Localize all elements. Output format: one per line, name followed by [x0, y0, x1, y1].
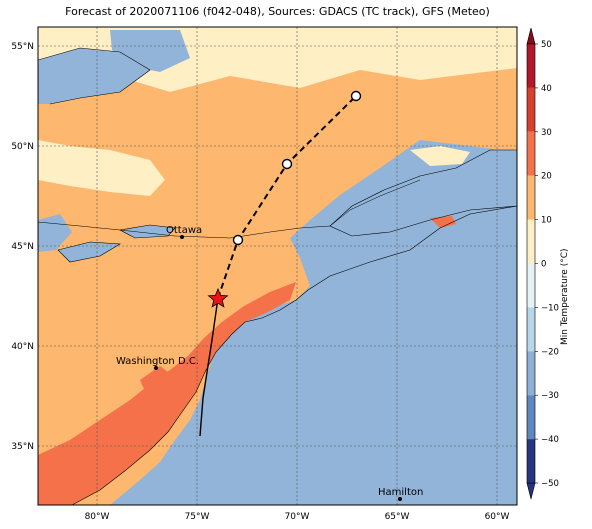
map-title: Forecast of 2020071106 (f042-048), Sourc…	[65, 5, 490, 18]
lon-label-65: 65°W	[385, 512, 410, 522]
hamilton-label: Hamilton	[378, 487, 423, 498]
borders	[38, 179, 421, 239]
lon-label-70: 70°W	[285, 512, 310, 522]
track-point-2	[281, 158, 293, 170]
warm-east-pocket	[430, 216, 456, 228]
coastlines	[38, 47, 517, 505]
colorbar-bottom-arrow	[526, 482, 536, 500]
hamilton-marker	[398, 497, 402, 501]
observed-track-line	[199, 297, 219, 437]
lat-label-45: 45°N	[11, 242, 34, 252]
colorbar-segment	[527, 263, 535, 308]
colorbar-segment	[527, 307, 535, 352]
map-frame	[37, 26, 518, 506]
lake-huron	[38, 214, 72, 252]
colorbar-tick-label: −30	[541, 391, 559, 401]
lat-axis-labels: 55°N 50°N 45°N 40°N 35°N	[11, 42, 34, 452]
colorbar-tick-label: 10	[541, 216, 552, 226]
cool-region-northeast	[410, 146, 470, 166]
colorbar-tick-label: 40	[541, 84, 552, 94]
colorbar-segment	[527, 131, 535, 176]
colorbar-segment	[527, 439, 535, 483]
colorbar-segment	[527, 395, 535, 440]
colorbar-tick-label: −50	[541, 479, 559, 489]
colorbar-tick-label: −10	[541, 303, 559, 313]
colorbar-segment	[527, 219, 535, 264]
colorbar-segment	[527, 351, 535, 396]
lat-label-50: 50°N	[11, 142, 34, 152]
colorbar: 50 40 30 20 10 0 −10 −20 −30 −40 −50	[526, 27, 559, 500]
james-bay-water	[110, 30, 190, 72]
lon-label-75: 75°W	[185, 512, 210, 522]
lon-axis-labels: 80°W 75°W 70°W 65°W 60°W	[85, 512, 510, 522]
washington-marker	[154, 366, 158, 370]
tc-track	[199, 90, 362, 437]
map-area	[37, 26, 518, 506]
track-point-3	[350, 90, 362, 102]
colorbar-tick-label: 20	[541, 172, 552, 182]
colorbar-segment	[527, 175, 535, 220]
lat-label-55: 55°N	[11, 42, 34, 52]
atlantic-coast-water	[296, 206, 517, 350]
colorbar-tick-label: 0	[541, 260, 546, 270]
track-point-1	[232, 234, 244, 246]
colorbar-tick-label: −40	[541, 435, 559, 445]
gulf-st-lawrence	[330, 150, 517, 236]
lon-label-60: 60°W	[485, 512, 510, 522]
colorbar-tick-label: −20	[541, 347, 559, 357]
lat-label-35: 35°N	[11, 442, 34, 452]
colorbar-tick-label: 50	[541, 40, 552, 50]
cool-region-west	[38, 140, 165, 196]
lon-label-80: 80°W	[85, 512, 110, 522]
ottawa-marker	[180, 235, 184, 239]
washington-label: Washington D.C.	[116, 356, 199, 367]
hudson-bay-water	[38, 48, 150, 104]
colorbar-segment	[527, 87, 535, 132]
lake-erie	[58, 242, 120, 262]
cities: Ottawa Washington D.C. Hamilton	[116, 225, 423, 501]
ottawa-label: Ottawa	[166, 225, 202, 236]
colorbar-tick-label: 30	[541, 128, 552, 138]
colorbar-title: Min Temperature (°C)	[560, 248, 570, 345]
lat-label-40: 40°N	[11, 342, 34, 352]
colorbar-top-arrow	[526, 27, 536, 45]
current-position-star-icon	[207, 287, 229, 308]
colorbar-segment	[527, 44, 535, 88]
warm-inland-region	[140, 366, 176, 398]
forecast-track-line	[217, 95, 357, 299]
